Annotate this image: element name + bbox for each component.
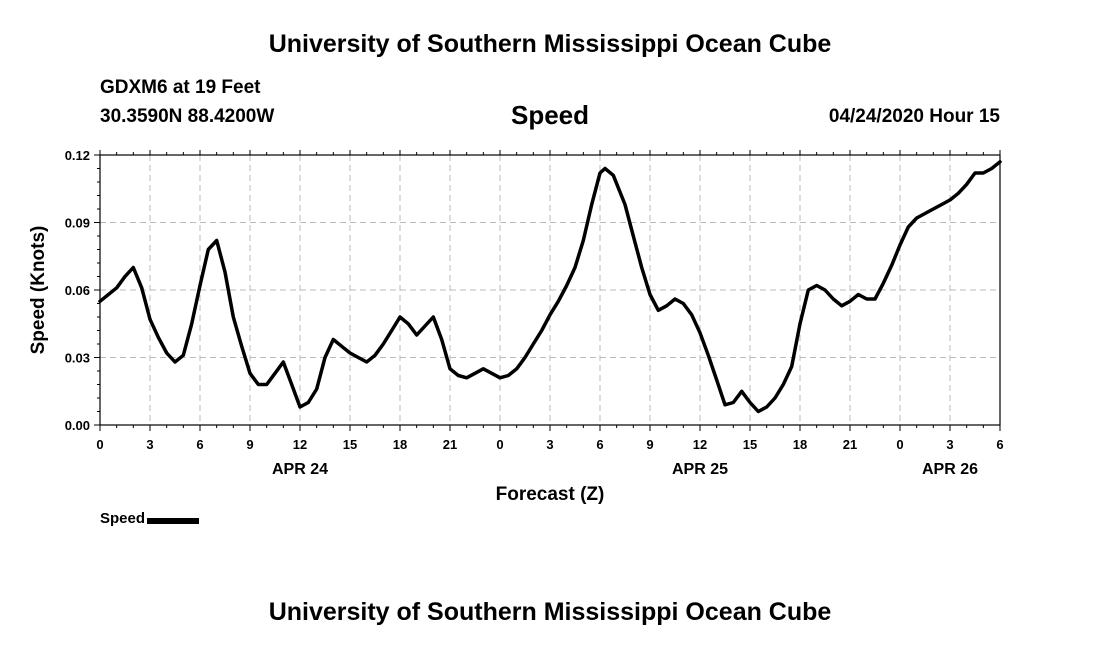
plot-frame	[99, 154, 1001, 426]
x-tick-label: 21	[843, 437, 857, 452]
date-label: APR 24	[272, 461, 328, 478]
x-tick-label: 12	[293, 437, 307, 452]
date-label: APR 25	[672, 461, 728, 478]
chart-title: Speed	[510, 100, 590, 130]
x-tick-label: 6	[996, 437, 1003, 452]
y-tick-label: 0.06	[65, 283, 90, 298]
x-tick-label: 3	[146, 437, 153, 452]
legend-swatch	[147, 517, 200, 524]
x-axis-title: Forecast (Z)	[496, 484, 605, 505]
date-label: APR 26	[922, 461, 978, 478]
y-tick-label: 0.03	[65, 351, 90, 366]
x-tick-label: 3	[546, 437, 553, 452]
y-axis-title: Speed (Knots)	[28, 226, 49, 355]
x-tick-label: 18	[393, 437, 407, 452]
legend-label: Speed	[100, 510, 146, 527]
x-tick-label: 3	[946, 437, 953, 452]
y-tick-label: 0.09	[65, 216, 90, 231]
x-tick-label: 0	[496, 437, 503, 452]
forecast-datetime: 04/24/2020 Hour 15	[828, 106, 1000, 127]
station-label: GDXM6 at 19 Feet	[100, 77, 261, 98]
x-tick-label: 21	[443, 437, 457, 452]
x-tick-label: 15	[343, 437, 357, 452]
y-tick-label: 0.12	[65, 148, 90, 163]
series-line-speed	[98, 160, 1002, 414]
page-title: University of Southern Mississippi Ocean…	[268, 30, 832, 58]
x-tick-label: 9	[646, 437, 653, 452]
x-tick-label: 0	[896, 437, 903, 452]
x-tick-label: 18	[793, 437, 807, 452]
x-tick-label: 6	[596, 437, 603, 452]
y-tick-label: 0.00	[65, 418, 90, 433]
x-tick-label: 12	[693, 437, 707, 452]
x-tick-label: 9	[246, 437, 253, 452]
legend: Speed	[100, 510, 200, 527]
x-tick-label: 0	[96, 437, 103, 452]
x-tick-label: 6	[196, 437, 203, 452]
footer-title: University of Southern Mississippi Ocean…	[268, 598, 832, 626]
coordinates-label: 30.3590N 88.4200W	[100, 106, 275, 127]
x-tick-label: 15	[743, 437, 757, 452]
